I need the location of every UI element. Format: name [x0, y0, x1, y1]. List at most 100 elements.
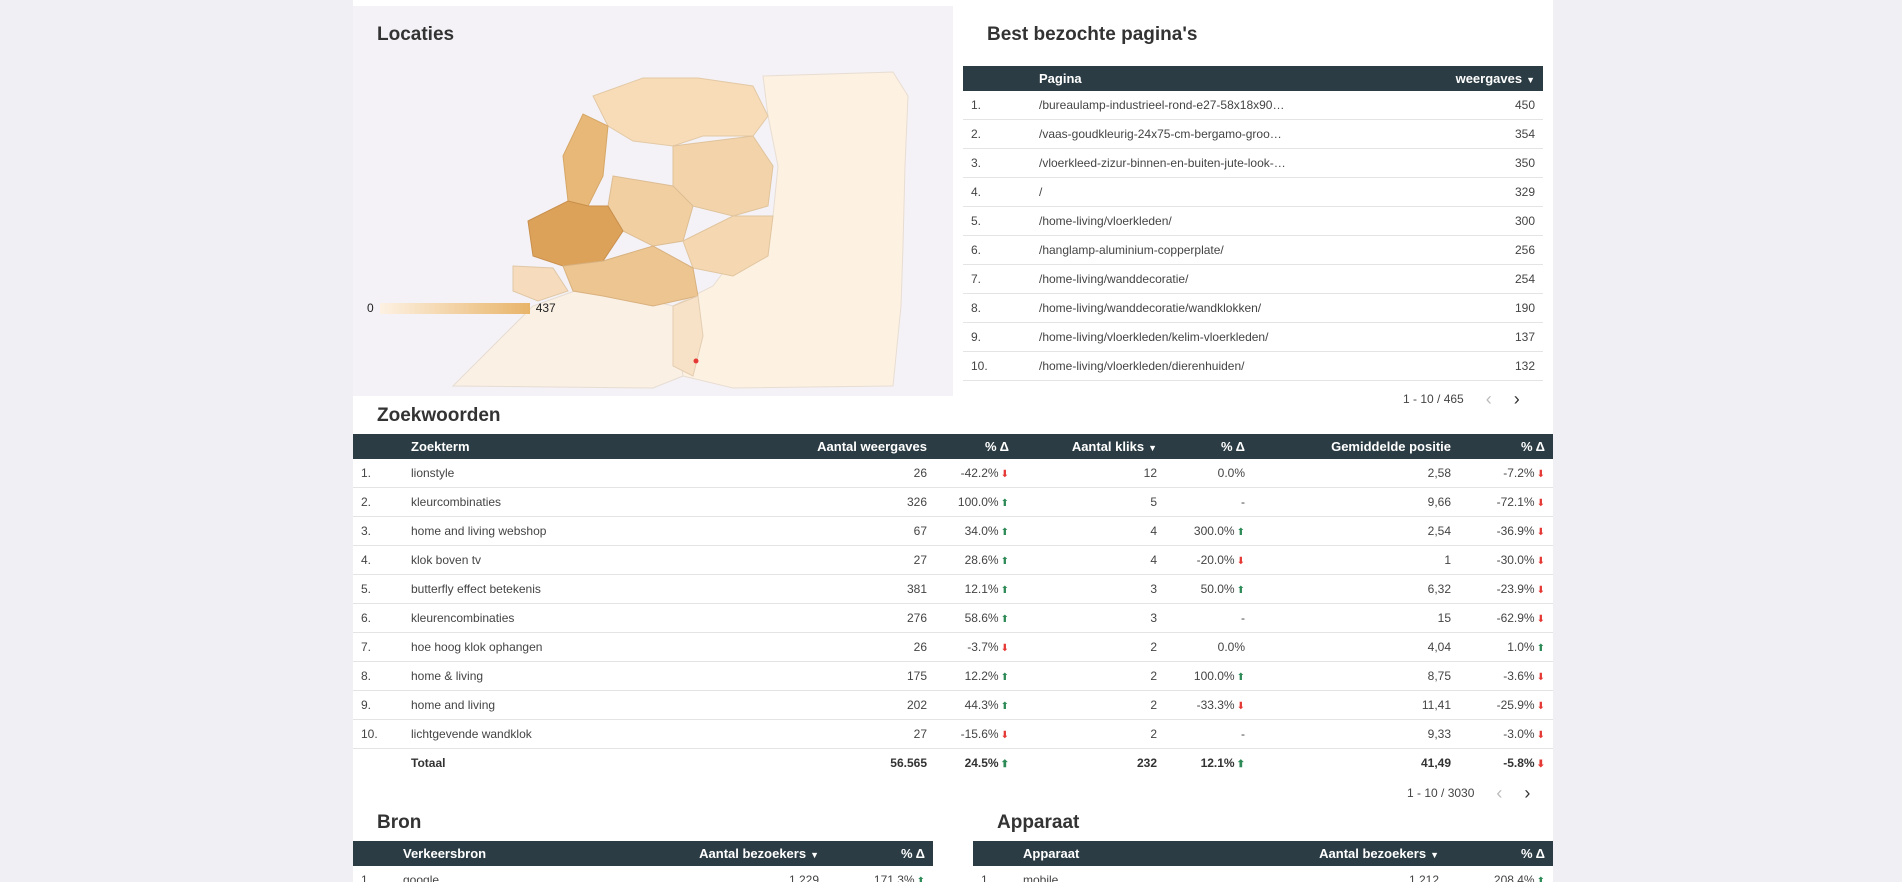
- col-device-delta[interactable]: % Δ: [1447, 841, 1553, 866]
- keyword-position: 15: [1253, 603, 1459, 633]
- arrow-down-icon: ⬇: [1536, 759, 1545, 770]
- netherlands-map[interactable]: [353, 6, 953, 396]
- keyword-term[interactable]: kleurcombinaties: [403, 487, 809, 517]
- arrow-up-icon: ⬆: [1000, 672, 1009, 683]
- col-views[interactable]: Aantal weergaves: [809, 434, 935, 459]
- keyword-clicks: 3: [1017, 574, 1165, 604]
- table-row[interactable]: 2./vaas-goudkleurig-24x75-cm-bergamo-gro…: [963, 119, 1543, 149]
- page-path[interactable]: /home-living/wanddecoratie/: [1031, 264, 1407, 294]
- row-index: 1.: [963, 91, 1031, 120]
- table-row[interactable]: 3./vloerkleed-zizur-binnen-en-buiten-jut…: [963, 148, 1543, 178]
- arrow-up-icon: ⬆: [1000, 759, 1009, 770]
- clicks-delta: 50.0% ⬆: [1165, 574, 1253, 604]
- table-row[interactable]: 7. hoe hoog klok ophangen 26 -3.7% ⬇ 2 0.0% 4,0…: [353, 632, 1553, 662]
- page-views: 329: [1406, 177, 1543, 207]
- source-name[interactable]: google: [395, 866, 671, 882]
- keyword-term[interactable]: home & living: [403, 661, 809, 691]
- keyword-term[interactable]: kleurencombinaties: [403, 603, 809, 633]
- col-device[interactable]: Apparaat: [1015, 841, 1291, 866]
- province-zeeland: [512, 265, 569, 302]
- views-delta: -3.7% ⬇: [935, 632, 1017, 662]
- clicks-delta-value: -33.3%: [1196, 698, 1235, 712]
- keyword-views: 26: [809, 632, 935, 662]
- views-delta: 34.0% ⬆: [935, 516, 1017, 546]
- keyword-clicks: 2: [1017, 719, 1165, 749]
- position-delta: -36.9% ⬇: [1459, 516, 1553, 546]
- table-row[interactable]: 10. lichtgevende wandklok 27 -15.6% ⬇ 2-9,33-…: [353, 719, 1553, 749]
- page-path[interactable]: /hanglamp-aluminium-copperplate/: [1031, 235, 1407, 265]
- col-position-delta[interactable]: % Δ: [1459, 434, 1553, 459]
- keyword-views: 326: [809, 487, 935, 517]
- col-device-visitors[interactable]: Aantal bezoekers ▼: [1291, 841, 1447, 866]
- table-row[interactable]: 3. home and living webshop 67 34.0% ⬆ 4 300.0%…: [353, 516, 1553, 546]
- page-path[interactable]: /vaas-goudkleurig-24x75-cm-bergamo-groo…: [1031, 119, 1407, 149]
- table-row[interactable]: 8. home & living 175 12.2% ⬆ 2 100.0% ⬆ 8,75 -3.6…: [353, 661, 1553, 691]
- col-clicks-delta[interactable]: % Δ: [1165, 434, 1253, 459]
- table-row[interactable]: 9. home and living 202 44.3% ⬆ 2 -33.3% ⬇ 11,41-…: [353, 690, 1553, 720]
- device-header-row: Apparaat Aantal bezoekers ▼ % Δ: [973, 841, 1553, 866]
- device-name[interactable]: mobile: [1015, 866, 1291, 882]
- table-row[interactable]: 4./329: [963, 177, 1543, 207]
- col-views-delta[interactable]: % Δ: [935, 434, 1017, 459]
- table-row[interactable]: 4. klok boven tv 27 28.6% ⬆ 4 -20.0% ⬇ 1 -30.0% ⬇: [353, 545, 1553, 575]
- page-path[interactable]: /vloerkleed-zizur-binnen-en-buiten-jute-…: [1031, 148, 1407, 178]
- views-delta-value: -3.7%: [967, 640, 999, 654]
- col-clicks[interactable]: Aantal kliks ▼: [1017, 434, 1165, 459]
- keyword-term[interactable]: home and living webshop: [403, 516, 809, 546]
- arrow-up-icon: ⬆: [1000, 556, 1009, 567]
- chevron-right-icon[interactable]: ›: [1513, 389, 1520, 409]
- keyword-term[interactable]: klok boven tv: [403, 545, 809, 575]
- col-position[interactable]: Gemiddelde positie: [1253, 434, 1459, 459]
- keyword-term[interactable]: lichtgevende wandklok: [403, 719, 809, 749]
- table-row[interactable]: 5. butterfly effect betekenis 381 12.1% ⬆ 3 50…: [353, 574, 1553, 604]
- table-row[interactable]: 1./bureaulamp-industrieel-rond-e27-58x18…: [963, 91, 1543, 120]
- col-page[interactable]: Pagina: [1031, 66, 1407, 91]
- page-path[interactable]: /: [1031, 177, 1407, 207]
- total-label: Totaal: [411, 756, 446, 770]
- table-row[interactable]: 9./home-living/vloerkleden/kelim-vloerkl…: [963, 322, 1543, 352]
- clicks-delta: 0.0%: [1165, 459, 1253, 488]
- province-north: [592, 77, 769, 147]
- page-path[interactable]: /home-living/vloerkleden/: [1031, 206, 1407, 236]
- keyword-term[interactable]: home and living: [403, 690, 809, 720]
- table-row[interactable]: 7./home-living/wanddecoratie/254: [963, 264, 1543, 294]
- table-row[interactable]: 1. mobile 1.212 208.4% ⬆: [973, 866, 1553, 882]
- page-views: 137: [1406, 322, 1543, 352]
- page-views: 350: [1406, 148, 1543, 178]
- province-south-holland: [527, 200, 624, 267]
- col-term[interactable]: Zoekterm: [403, 434, 809, 459]
- keyword-clicks: 4: [1017, 516, 1165, 546]
- table-row[interactable]: 2. kleurcombinaties 326 100.0% ⬆ 5-9,66 -72.1%…: [353, 487, 1553, 517]
- chevron-right-icon[interactable]: ›: [1524, 783, 1531, 803]
- table-row[interactable]: 6. kleurencombinaties 276 58.6% ⬆ 3-15 -62.9% ⬇: [353, 603, 1553, 633]
- col-views[interactable]: weergaves ▼: [1406, 66, 1543, 91]
- keyword-term[interactable]: hoe hoog klok ophangen: [403, 632, 809, 662]
- table-row[interactable]: 8./home-living/wanddecoratie/wandklokken…: [963, 293, 1543, 323]
- chevron-left-icon[interactable]: ‹: [1496, 783, 1503, 803]
- source-delta-value: 171.3%: [873, 873, 915, 882]
- table-row[interactable]: 1. google 1.229 171.3% ⬆: [353, 866, 933, 882]
- row-index: 10.: [353, 719, 403, 749]
- keyword-term[interactable]: lionstyle: [403, 459, 809, 488]
- table-row[interactable]: 5./home-living/vloerkleden/300: [963, 206, 1543, 236]
- keywords-title: Zoekwoorden: [377, 405, 501, 426]
- row-index: 1.: [353, 866, 395, 882]
- page-path[interactable]: /home-living/wanddecoratie/wandklokken/: [1031, 293, 1407, 323]
- page-path[interactable]: /home-living/vloerkleden/dierenhuiden/: [1031, 351, 1407, 381]
- chevron-left-icon[interactable]: ‹: [1485, 389, 1492, 409]
- keyword-term[interactable]: butterfly effect betekenis: [403, 574, 809, 604]
- total-clicks-delta-value: 12.1%: [1200, 756, 1235, 770]
- table-row[interactable]: 6./hanglamp-aluminium-copperplate/256: [963, 235, 1543, 265]
- device-table: Apparaat Aantal bezoekers ▼ % Δ 1. mobile 1…: [973, 841, 1553, 882]
- clicks-delta-value: 0.0%: [1217, 466, 1245, 480]
- page-path[interactable]: /home-living/vloerkleden/kelim-vloerkled…: [1031, 322, 1407, 352]
- col-source-delta[interactable]: % Δ: [827, 841, 933, 866]
- row-index: 8.: [963, 293, 1031, 323]
- col-source-visitors[interactable]: Aantal bezoekers ▼: [671, 841, 827, 866]
- arrow-up-icon: ⬆: [1000, 498, 1009, 509]
- col-source[interactable]: Verkeersbron: [395, 841, 671, 866]
- table-row[interactable]: 10./home-living/vloerkleden/dierenhuiden…: [963, 351, 1543, 381]
- table-row[interactable]: 1. lionstyle 26 -42.2% ⬇ 12 0.0% 2,58 -7.2% ⬇: [353, 459, 1553, 488]
- page-path[interactable]: /bureaulamp-industrieel-rond-e27-58x18x9…: [1031, 91, 1407, 120]
- views-delta-value: -15.6%: [960, 727, 999, 741]
